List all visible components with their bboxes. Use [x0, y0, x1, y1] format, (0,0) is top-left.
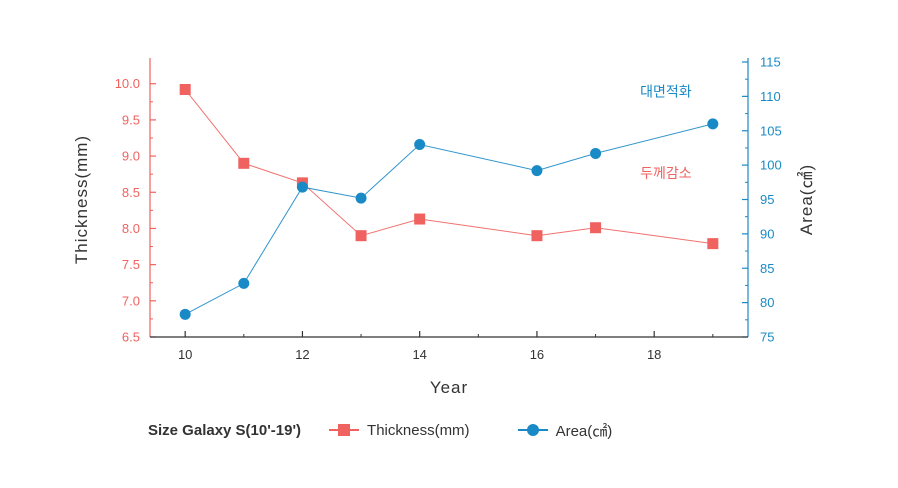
- right-tick-label: 105: [760, 123, 782, 138]
- right-tick-label: 115: [760, 55, 781, 70]
- right-tick-label: 80: [760, 295, 774, 310]
- area-point: [707, 118, 719, 130]
- legend-item-area: Area(㎠): [517, 420, 613, 441]
- area-point: [414, 139, 426, 150]
- area-point: [531, 165, 543, 177]
- thickness-point: [238, 157, 250, 169]
- right-tick-label: 75: [760, 330, 774, 345]
- left-tick-label: 7.0: [122, 293, 140, 308]
- left-y-axis: 6.5 7.0 7.5 8.0 8.5 9.0 9.5 10.0 Thickness(mm): [72, 58, 156, 345]
- thickness-point: [179, 84, 191, 95]
- thickness-point: [707, 238, 719, 250]
- right-axis-title: Area(㎠): [797, 164, 816, 235]
- area-point: [179, 308, 191, 320]
- legend-area-label: Area(㎠): [555, 422, 613, 440]
- left-tick-label: 8.5: [122, 185, 140, 200]
- x-tick-label: 10: [178, 347, 192, 362]
- legend-area-swatch: [517, 422, 548, 438]
- annotation-area: 대면적화: [640, 84, 692, 100]
- thickness-point: [590, 222, 602, 234]
- legend-title: Size Galaxy S(10'-19'): [148, 421, 302, 439]
- right-tick-label: 110: [760, 89, 781, 104]
- left-tick-label: 9.5: [122, 112, 140, 127]
- right-tick-label: 95: [760, 192, 774, 207]
- annotation-thickness: 두께감소: [640, 166, 692, 182]
- area-point: [355, 192, 367, 204]
- x-tick-label: 12: [295, 347, 309, 362]
- legend-thickness-label: Thickness(mm): [367, 421, 470, 439]
- right-tick-label: 100: [760, 158, 782, 173]
- area-point: [590, 147, 602, 159]
- x-tick-label: 14: [412, 347, 426, 362]
- thickness-point: [355, 230, 367, 242]
- chart: 6.5 7.0 7.5 8.0 8.5 9.0 9.5 10.0 Thickness(mm) 7…: [72, 55, 816, 398]
- left-tick-label: 8.0: [122, 221, 140, 236]
- area-line: [184, 123, 713, 315]
- area-point: [238, 277, 250, 289]
- right-tick-label: 90: [760, 226, 774, 241]
- right-y-axis: 75 80 85 90 95 100 105 110 115 Area(㎠): [742, 55, 816, 345]
- legend-item-thickness: Thickness(mm): [329, 422, 470, 439]
- thickness-point: [531, 230, 543, 242]
- left-tick-label: 10.0: [115, 76, 140, 91]
- legend: Size Galaxy S(10'-19') Thickness(mm) Are…: [148, 418, 660, 442]
- left-tick-label: 9.0: [122, 149, 140, 164]
- x-tick-label: 18: [647, 347, 661, 362]
- thickness-line: [184, 89, 713, 245]
- x-tick-label: 16: [530, 347, 544, 362]
- right-tick-label: 85: [760, 261, 774, 276]
- x-axis: 10 12 14 16 18 Year: [150, 331, 748, 397]
- thickness-point: [414, 213, 426, 225]
- left-tick-label: 7.5: [122, 257, 140, 272]
- legend-thickness-swatch: [329, 422, 360, 438]
- area-point: [296, 181, 308, 193]
- series-layer: [179, 84, 719, 320]
- left-tick-label: 6.5: [122, 330, 140, 345]
- x-axis-title: Year: [430, 378, 468, 397]
- left-axis-title: Thickness(mm): [72, 135, 91, 264]
